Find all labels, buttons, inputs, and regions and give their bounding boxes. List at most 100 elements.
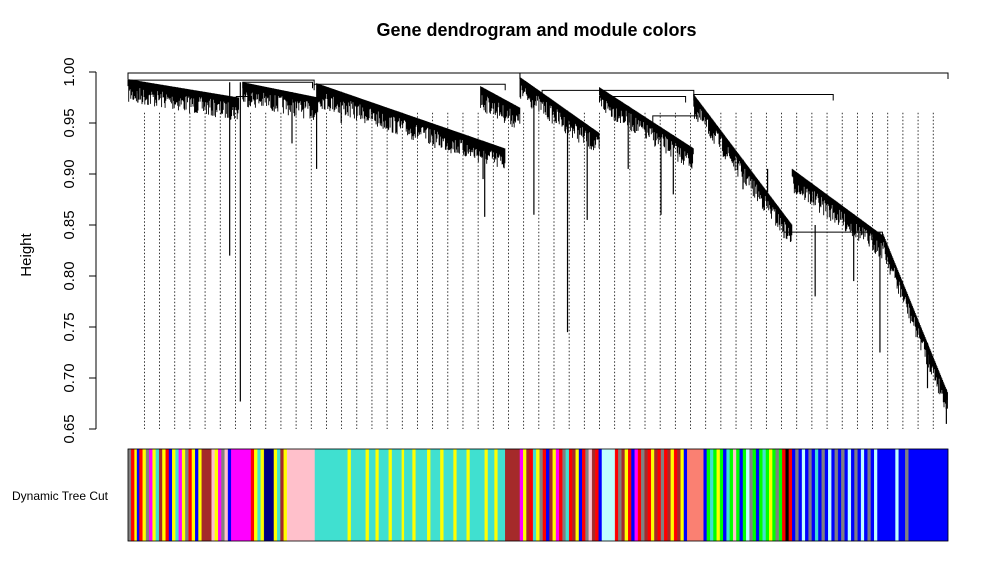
dendrogram-branch xyxy=(242,82,319,120)
module-color-segment xyxy=(713,448,717,542)
module-color-segment xyxy=(494,448,499,542)
module-color-segment xyxy=(283,448,288,542)
module-color-segment xyxy=(552,448,557,542)
module-color-segment xyxy=(497,448,506,542)
module-color-segment xyxy=(769,448,773,542)
module-color-segment xyxy=(680,448,685,542)
module-color-segment xyxy=(175,448,180,542)
module-color-segment xyxy=(487,448,495,542)
module-color-segment xyxy=(601,448,616,542)
module-color-segment xyxy=(736,448,740,542)
module-color-segment xyxy=(667,448,672,542)
module-color-segment xyxy=(440,448,444,542)
module-color-segment xyxy=(732,448,737,542)
module-color-segment xyxy=(739,448,744,542)
module-color-segment xyxy=(559,448,563,542)
module-color-segment xyxy=(286,448,316,542)
module-color-segment xyxy=(562,448,567,542)
module-color-segment xyxy=(172,448,176,542)
module-color-segment xyxy=(185,448,189,542)
module-color-segment xyxy=(792,448,796,542)
dendrogram-branch xyxy=(791,168,883,259)
dendrogram-branch xyxy=(599,87,694,169)
module-color-segment xyxy=(598,448,603,542)
module-color-segment xyxy=(831,448,836,542)
dendrogram-branch xyxy=(693,94,793,242)
module-color-segment xyxy=(844,448,849,542)
module-color-segment xyxy=(127,448,132,542)
module-color-segment xyxy=(595,448,599,542)
dendrogram-leaf-guides xyxy=(143,112,934,429)
module-color-segment xyxy=(549,448,553,542)
dendrogram-branch xyxy=(881,232,948,409)
module-color-segment xyxy=(198,448,203,542)
module-color-segment xyxy=(568,448,573,542)
dendrogram-branch xyxy=(480,86,521,128)
module-color-bar xyxy=(127,448,949,542)
module-color-segment xyxy=(136,448,140,542)
module-color-segment xyxy=(214,448,219,542)
module-color-segment xyxy=(851,448,855,542)
module-color-segment xyxy=(280,448,284,542)
module-color-segment xyxy=(795,448,799,542)
module-color-segment xyxy=(158,448,163,542)
module-color-segment xyxy=(808,448,813,542)
module-color-segment xyxy=(818,448,822,542)
module-color-segment xyxy=(427,448,431,542)
module-color-segment xyxy=(542,448,547,542)
module-color-segment xyxy=(877,448,896,542)
module-color-segment xyxy=(263,448,275,542)
module-color-segment xyxy=(250,448,255,542)
module-color-segment xyxy=(641,448,645,542)
module-color-segment xyxy=(368,448,376,542)
module-color-segment xyxy=(401,448,405,542)
module-color-segment xyxy=(273,448,278,542)
module-color-segment xyxy=(191,448,196,542)
module-color-segment xyxy=(657,448,662,542)
dendrogram-merge xyxy=(313,83,506,91)
module-color-segment xyxy=(181,448,186,542)
module-color-segment xyxy=(162,448,166,542)
module-color-segment xyxy=(706,448,711,542)
y-axis: 1.00 0.95 0.90 0.85 0.80 0.75 0.70 0.65 xyxy=(61,57,97,444)
module-color-segment xyxy=(785,448,790,542)
module-color-segment xyxy=(644,448,649,542)
module-color-segment xyxy=(466,448,471,542)
module-color-segment xyxy=(749,448,754,542)
module-color-segment xyxy=(453,448,458,542)
module-color-segment xyxy=(277,448,281,542)
dendrogram-merge xyxy=(541,89,695,97)
module-color-segment xyxy=(824,448,829,542)
module-color-segment xyxy=(523,448,527,542)
module-color-segment xyxy=(347,448,352,542)
module-color-segment xyxy=(152,448,157,542)
y-axis-tick-label: 0.75 xyxy=(61,312,78,341)
y-axis-tick-label: 0.70 xyxy=(61,363,78,392)
module-color-segment xyxy=(637,448,642,542)
module-color-segment xyxy=(529,448,534,542)
module-color-segment xyxy=(683,448,688,542)
module-color-segment xyxy=(650,448,655,542)
dendrogram-merge xyxy=(693,93,834,101)
module-color-segment xyxy=(742,448,747,542)
module-color-segment xyxy=(746,448,750,542)
module-color-segment xyxy=(378,448,389,542)
module-color-segment xyxy=(908,448,949,542)
module-color-segment xyxy=(591,448,596,542)
module-color-segment xyxy=(703,448,708,542)
module-color-segment xyxy=(729,448,734,542)
module-color-segment xyxy=(775,448,780,542)
module-color-segment xyxy=(765,448,770,542)
module-color-segment xyxy=(565,448,570,542)
y-axis-tick-label: 0.85 xyxy=(61,210,78,239)
module-color-segment xyxy=(654,448,658,542)
module-color-segment xyxy=(578,448,583,542)
module-color-bar-label: Dynamic Tree Cut xyxy=(12,489,109,503)
module-color-segment xyxy=(755,448,760,542)
module-color-segment xyxy=(867,448,872,542)
module-color-segment xyxy=(188,448,193,542)
module-color-segment xyxy=(505,448,521,542)
module-color-segment xyxy=(905,448,909,542)
module-color-segment xyxy=(149,448,153,542)
module-color-segment xyxy=(519,448,524,542)
